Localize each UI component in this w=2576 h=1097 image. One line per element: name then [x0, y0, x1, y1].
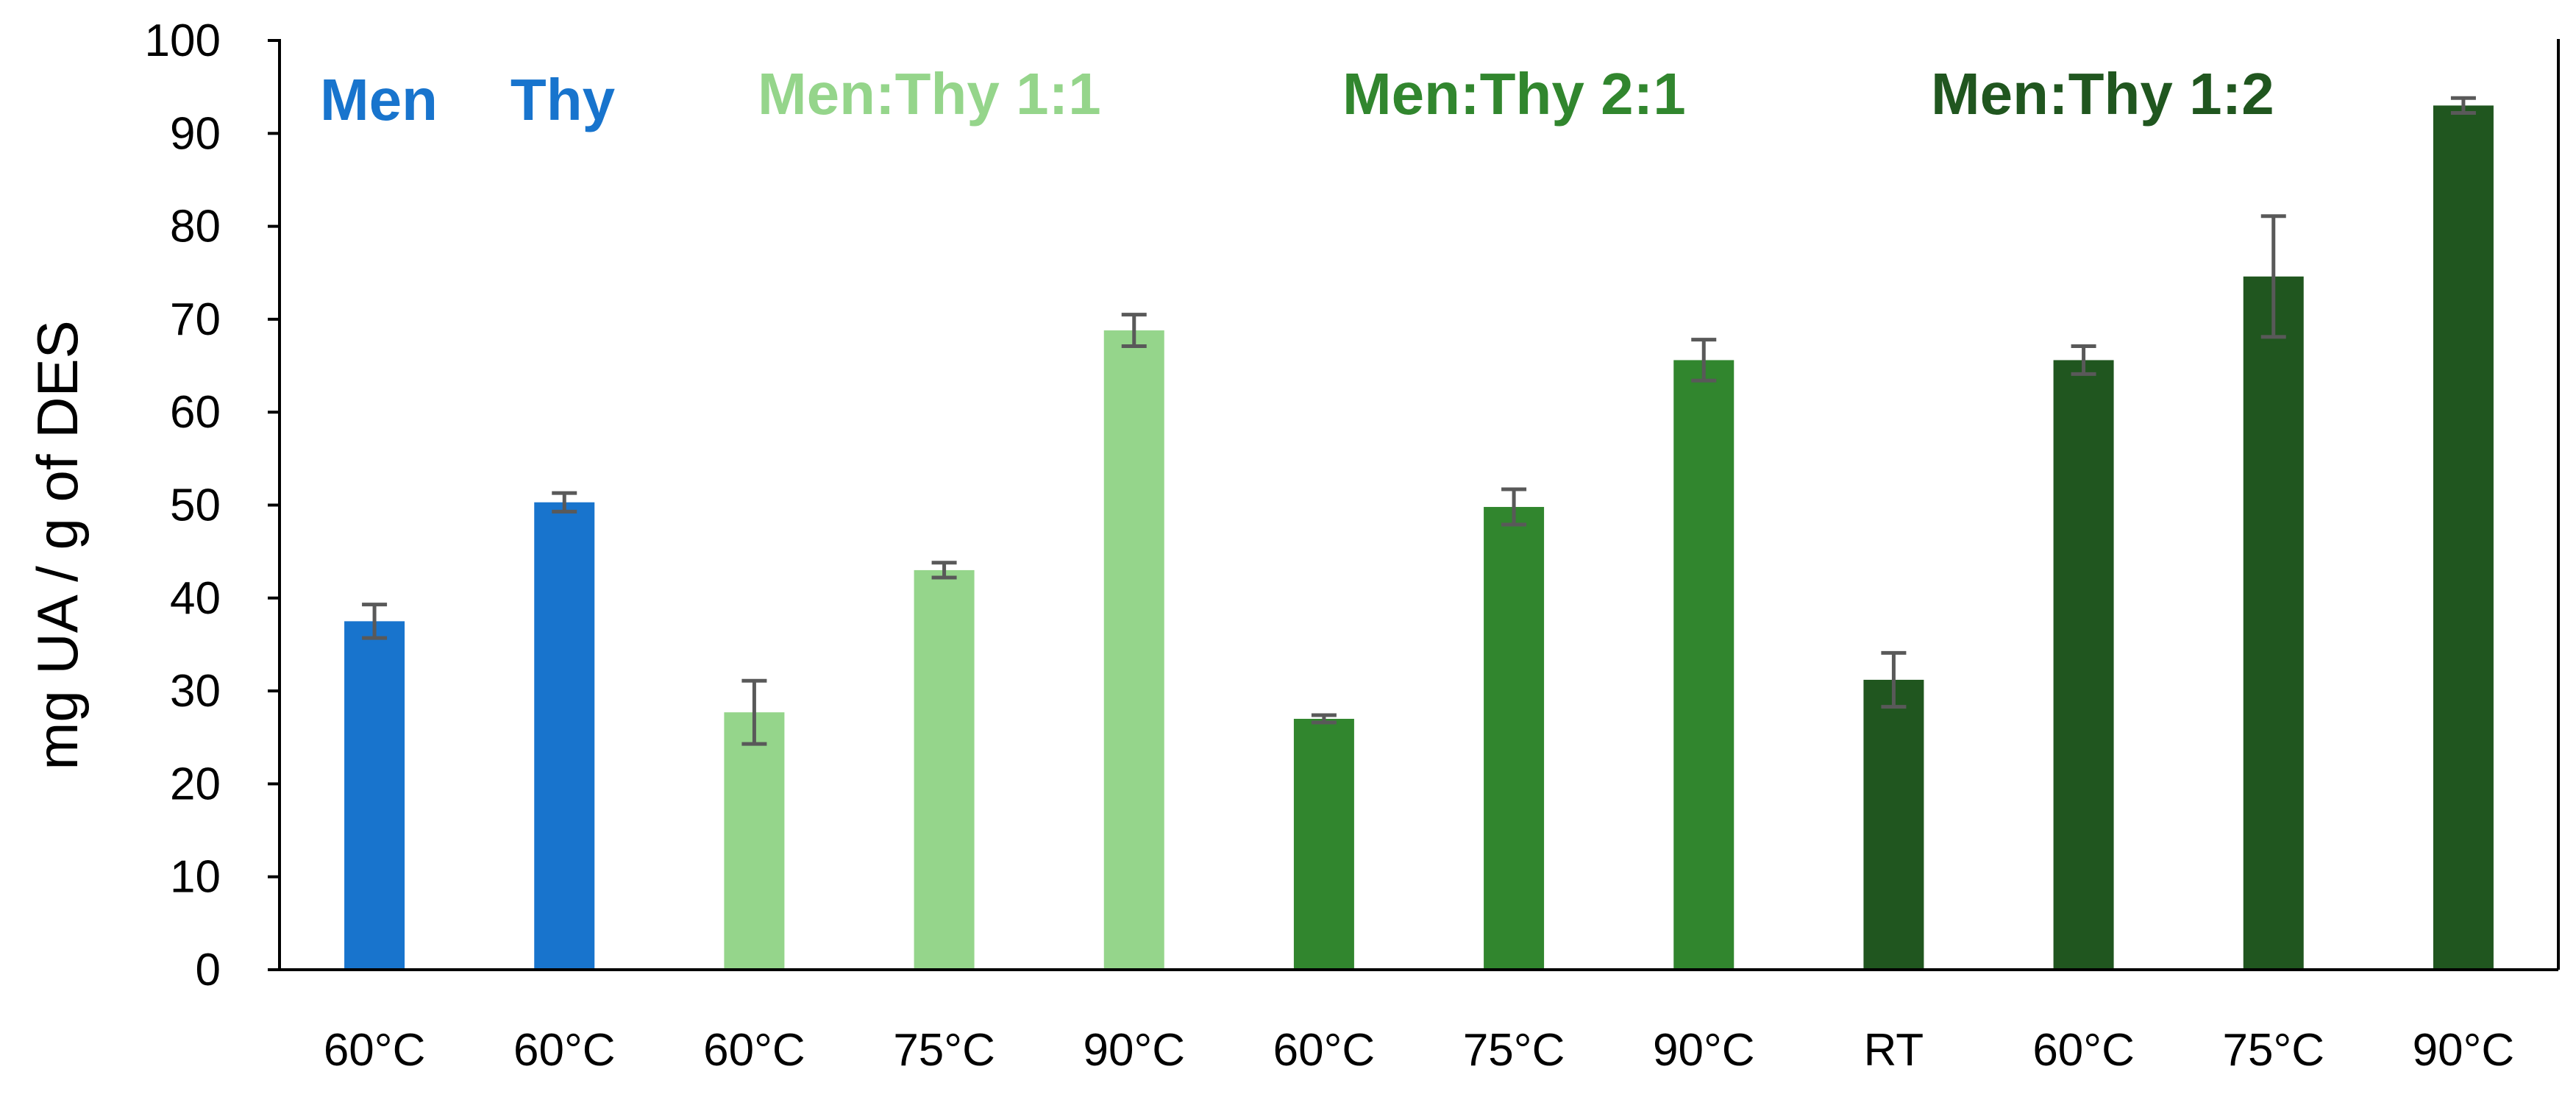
x-tick-label: 60°C — [513, 1025, 616, 1076]
bar — [1863, 679, 1924, 970]
x-tick-label: 60°C — [2032, 1025, 2135, 1076]
bar — [1293, 718, 1354, 970]
y-tick-label: 40 — [170, 573, 221, 624]
x-tick-label: 90°C — [1653, 1025, 1755, 1076]
x-tick-label: 75°C — [893, 1025, 995, 1076]
bar — [1484, 507, 1545, 970]
group-label: Men — [320, 67, 438, 132]
y-tick-label: 100 — [145, 15, 221, 66]
y-tick-label: 30 — [170, 666, 221, 717]
bar — [724, 712, 785, 970]
bar — [1673, 360, 1734, 970]
y-tick-label: 0 — [196, 945, 221, 995]
y-tick-label: 50 — [170, 480, 221, 531]
x-tick-label: 60°C — [324, 1025, 426, 1076]
y-tick-label: 70 — [170, 294, 221, 345]
x-tick-label: 60°C — [703, 1025, 805, 1076]
y-tick-label: 10 — [170, 852, 221, 903]
bar — [2053, 360, 2114, 970]
x-tick-label: 75°C — [1463, 1025, 1565, 1076]
x-axis-ticks: 60°C 60°C 60°C 75°C 90°C 60°C 75°C 90°C RT 60°C 75… — [324, 1025, 2514, 1076]
y-tick-label: 60 — [170, 387, 221, 438]
bar — [2243, 276, 2304, 970]
group-label: Thy — [510, 67, 616, 132]
bar — [914, 569, 975, 970]
x-tick-label: 60°C — [1273, 1025, 1376, 1076]
y-tick-label: 80 — [170, 202, 221, 252]
bar — [2433, 105, 2494, 970]
group-label: Men:Thy 2:1 — [1342, 61, 1686, 127]
x-tick-label: RT — [1864, 1025, 1924, 1076]
group-label: Men:Thy 1:2 — [1931, 61, 2274, 127]
bar — [534, 502, 595, 970]
x-tick-label: 90°C — [1083, 1025, 1185, 1076]
y-axis-label: mg UA / g of DES — [25, 320, 90, 770]
bar — [1103, 330, 1164, 970]
bar — [344, 621, 405, 970]
group-labels: Men Thy Men:Thy 1:1 Men:Thy 2:1 Men:Thy 1:2 — [320, 61, 2274, 132]
group-label: Men:Thy 1:1 — [758, 61, 1101, 127]
x-tick-label: 75°C — [2222, 1025, 2324, 1076]
y-tick-label: 90 — [170, 108, 221, 159]
x-tick-label: 90°C — [2413, 1025, 2515, 1076]
axes — [268, 39, 2560, 971]
y-tick-label: 20 — [170, 759, 221, 809]
bars — [344, 105, 2494, 970]
y-axis-ticks: 0 10 20 30 40 50 60 70 80 90 100 — [145, 15, 221, 995]
error-bars — [362, 96, 2476, 746]
